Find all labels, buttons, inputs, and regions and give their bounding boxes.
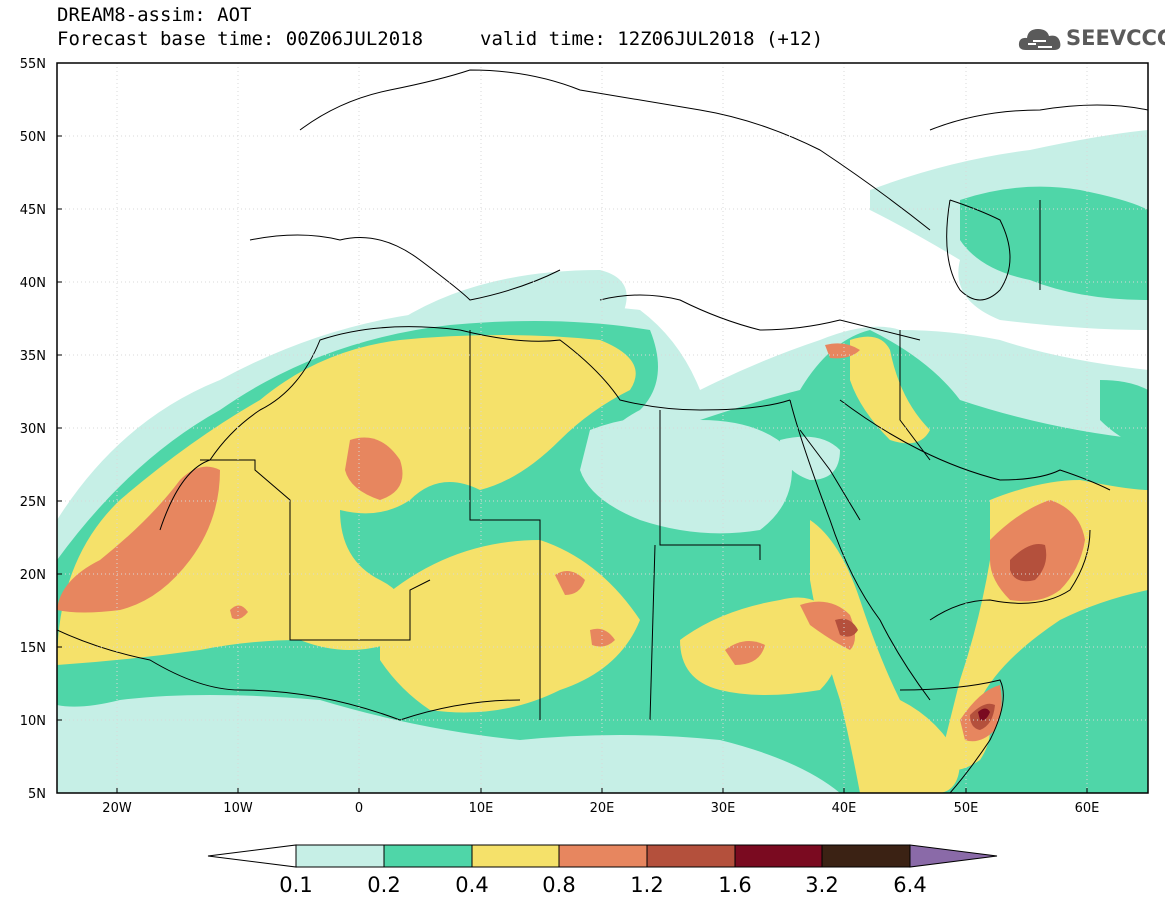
aot-field <box>57 63 1148 793</box>
latitude-labels: 55N 50N 45N 40N 35N 30N 25N 20N 15N 10N … <box>20 57 46 802</box>
lon-label: 30E <box>711 801 736 816</box>
lon-label: 50E <box>954 801 979 816</box>
colorbar-label: 0.1 <box>279 873 312 897</box>
lat-label: 40N <box>20 276 46 291</box>
colorbar-label: 0.8 <box>542 873 575 897</box>
lat-label: 35N <box>20 349 46 364</box>
map-title: DREAM8-assim: AOT <box>57 4 252 26</box>
coastlines <box>57 69 1148 793</box>
colorbar-segment <box>558 844 648 868</box>
lat-label: 45N <box>20 203 46 218</box>
lon-label: 10E <box>469 801 494 816</box>
valid-time: valid time: 12Z06JUL2018 (+12) <box>480 28 824 50</box>
logo-text: SEEVCCC <box>1066 26 1165 50</box>
lat-label: 20N <box>20 568 46 583</box>
lat-label: 10N <box>20 714 46 729</box>
colorbar-label: 6.4 <box>893 873 926 897</box>
lat-label: 55N <box>20 57 46 72</box>
graticule <box>57 63 1148 793</box>
colorbar-segment <box>471 844 560 868</box>
cloud-icon <box>1018 29 1061 50</box>
aot-level-0-1-red-sea <box>780 436 840 480</box>
colorbar-over-triangle <box>909 844 998 868</box>
lon-label: 20E <box>590 801 615 816</box>
lat-label: 25N <box>20 495 46 510</box>
colorbar-segment <box>383 844 473 868</box>
colorbar-label: 3.2 <box>805 873 838 897</box>
lat-label: 30N <box>20 422 46 437</box>
aot-level-0-8 <box>57 343 1085 742</box>
colorbar-labels: 0.1 0.2 0.4 0.8 1.2 1.6 3.2 6.4 <box>279 873 926 897</box>
seevccc-logo: SEEVCCC <box>1016 20 1165 60</box>
lon-label: 60E <box>1075 801 1100 816</box>
lon-label: 0 <box>355 801 363 816</box>
colorbar-label: 0.2 <box>367 873 400 897</box>
lon-label: 10W <box>223 801 253 816</box>
colorbar-segment <box>295 844 385 868</box>
axis-ticks <box>57 62 1088 794</box>
colorbar-segment <box>821 844 911 868</box>
colorbar-label: 1.6 <box>718 873 751 897</box>
lon-label: 20W <box>102 801 132 816</box>
longitude-labels: 20W 10W 0 10E 20E 30E 40E 50E 60E <box>102 801 1099 816</box>
colorbar-label: 1.2 <box>630 873 663 897</box>
forecast-base-time: Forecast base time: 00Z06JUL2018 <box>57 28 424 50</box>
colorbar-under-triangle <box>207 844 297 868</box>
colorbar <box>207 844 998 868</box>
aot-level-0-1-egypt <box>580 416 792 534</box>
lat-label: 15N <box>20 641 46 656</box>
lat-label: 50N <box>20 130 46 145</box>
lon-label: 40E <box>832 801 857 816</box>
colorbar-label: 0.4 <box>455 873 488 897</box>
aot-level-1-6 <box>978 708 990 721</box>
colorbar-segment <box>646 844 736 868</box>
lat-label: 5N <box>28 787 46 802</box>
colorbar-segment <box>734 844 823 868</box>
